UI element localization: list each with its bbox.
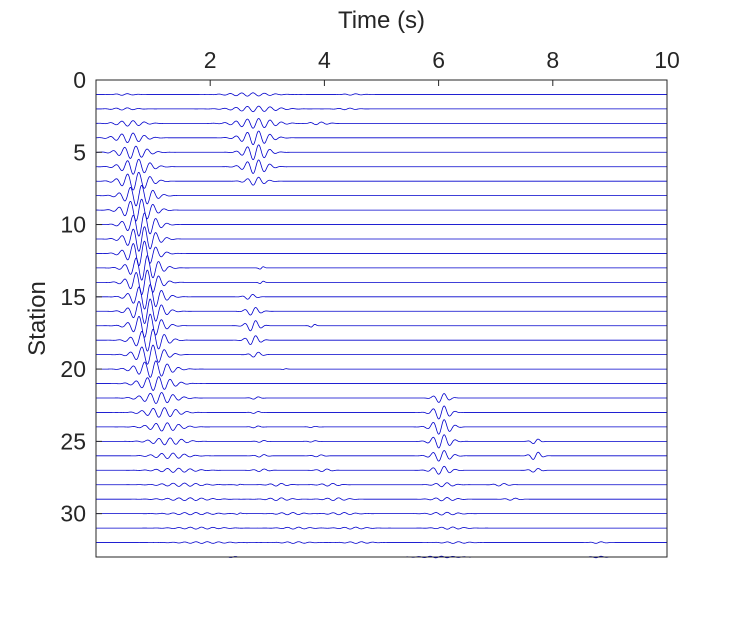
y-axis-label: Station xyxy=(24,281,51,356)
trace-station-6 xyxy=(95,158,667,175)
trace-station-32 xyxy=(96,541,667,544)
x-tick-label: 8 xyxy=(546,47,559,73)
trace-station-20 xyxy=(96,360,667,378)
trace-station-5 xyxy=(95,144,667,161)
trace-station-17 xyxy=(96,313,667,338)
x-tick-label: 10 xyxy=(654,47,680,73)
trace-station-18 xyxy=(96,328,667,352)
x-ticks: 2 4 6 8 10 xyxy=(204,47,680,86)
trace-station-29 xyxy=(96,497,667,502)
trace-station-1 xyxy=(95,92,667,97)
x-axis-label: Time (s) xyxy=(338,7,425,34)
trace-station-26 xyxy=(96,450,667,462)
y-tick-label: 25 xyxy=(60,428,86,454)
trace-station-30 xyxy=(96,511,667,516)
y-tick-label: 10 xyxy=(60,212,86,238)
x-tick-label: 2 xyxy=(204,47,217,73)
y-ticks: 0 5 10 15 20 25 30 xyxy=(60,67,102,527)
trace-station-11 xyxy=(96,226,667,252)
trace-station-14 xyxy=(96,269,667,296)
trace-station-21 xyxy=(96,376,667,391)
trace-station-31 xyxy=(96,526,667,530)
trace-station-13 xyxy=(96,255,667,281)
trace-station-27 xyxy=(96,465,667,475)
x-tick-label: 6 xyxy=(432,47,445,73)
y-tick-label: 0 xyxy=(73,67,86,93)
y-tick-label: 5 xyxy=(73,139,86,165)
trace-station-4 xyxy=(95,130,667,146)
trace-station-23 xyxy=(96,405,667,420)
traces-group xyxy=(95,92,667,559)
y-tick-label: 30 xyxy=(60,501,86,527)
y-tick-label: 20 xyxy=(60,356,86,382)
trace-station-28 xyxy=(96,482,667,488)
x-tick-label: 4 xyxy=(318,47,331,73)
trace-station-2 xyxy=(96,105,667,113)
trace-station-19 xyxy=(96,344,667,365)
trace-station-15 xyxy=(96,284,667,310)
trace-station-8 xyxy=(95,184,667,207)
trace-station-25 xyxy=(96,434,667,449)
y-tick-label: 15 xyxy=(60,284,86,310)
plot-frame xyxy=(95,79,668,558)
trace-station-12 xyxy=(96,240,667,267)
trace-station-22 xyxy=(96,392,667,404)
trace-station-9 xyxy=(96,198,667,222)
trace-station-10 xyxy=(95,212,667,237)
trace-station-3 xyxy=(95,118,667,129)
trace-station-7 xyxy=(95,171,667,191)
trace-station-16 xyxy=(96,298,667,324)
trace-station-24 xyxy=(96,419,667,435)
